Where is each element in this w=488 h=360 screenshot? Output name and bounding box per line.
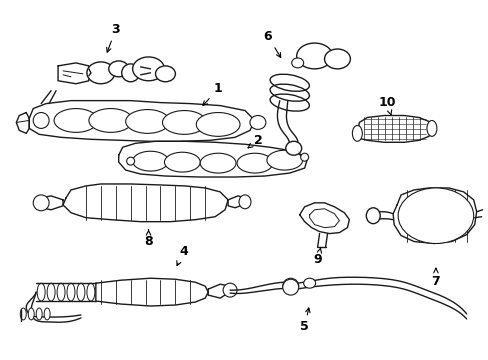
Ellipse shape: [239, 195, 250, 209]
Text: 3: 3: [106, 23, 120, 52]
Text: 1: 1: [203, 82, 222, 105]
Ellipse shape: [47, 283, 55, 301]
Ellipse shape: [282, 279, 298, 295]
Polygon shape: [96, 278, 208, 306]
Ellipse shape: [54, 109, 98, 132]
Ellipse shape: [249, 116, 265, 129]
Ellipse shape: [296, 43, 332, 69]
Ellipse shape: [266, 150, 302, 170]
Polygon shape: [16, 113, 29, 133]
Text: 9: 9: [313, 247, 321, 266]
Ellipse shape: [352, 125, 362, 141]
Ellipse shape: [155, 66, 175, 82]
Text: 2: 2: [247, 134, 262, 148]
Ellipse shape: [303, 278, 315, 288]
Ellipse shape: [132, 57, 164, 81]
Polygon shape: [29, 100, 254, 141]
Ellipse shape: [132, 151, 168, 171]
Ellipse shape: [33, 195, 49, 211]
Text: 6: 6: [263, 30, 280, 58]
Ellipse shape: [285, 141, 301, 155]
Text: 4: 4: [177, 245, 187, 266]
Ellipse shape: [286, 282, 294, 290]
Ellipse shape: [87, 62, 115, 84]
Ellipse shape: [126, 157, 134, 165]
Text: 8: 8: [144, 229, 153, 248]
Ellipse shape: [108, 61, 128, 77]
Ellipse shape: [162, 111, 206, 134]
Ellipse shape: [44, 308, 50, 320]
Text: 5: 5: [300, 308, 309, 333]
Ellipse shape: [125, 109, 169, 133]
Polygon shape: [357, 116, 431, 142]
Polygon shape: [41, 196, 63, 210]
Polygon shape: [58, 63, 89, 84]
Ellipse shape: [223, 283, 237, 297]
Ellipse shape: [324, 49, 350, 69]
Ellipse shape: [282, 278, 298, 294]
Ellipse shape: [33, 113, 49, 129]
Text: 7: 7: [430, 268, 439, 288]
Ellipse shape: [77, 283, 85, 301]
Ellipse shape: [57, 283, 65, 301]
Text: 10: 10: [378, 96, 395, 115]
Ellipse shape: [36, 308, 42, 320]
Polygon shape: [208, 284, 230, 298]
Polygon shape: [299, 203, 349, 234]
Ellipse shape: [237, 153, 272, 173]
Polygon shape: [309, 209, 339, 228]
Ellipse shape: [20, 308, 26, 320]
Ellipse shape: [164, 152, 200, 172]
Polygon shape: [392, 188, 476, 243]
Ellipse shape: [366, 208, 380, 224]
Ellipse shape: [37, 283, 45, 301]
Polygon shape: [227, 196, 244, 208]
Ellipse shape: [397, 188, 473, 243]
Ellipse shape: [28, 308, 34, 320]
Polygon shape: [119, 141, 307, 177]
Ellipse shape: [200, 153, 236, 173]
Ellipse shape: [67, 283, 75, 301]
Ellipse shape: [291, 58, 303, 68]
Polygon shape: [63, 184, 227, 222]
Ellipse shape: [87, 283, 95, 301]
Ellipse shape: [89, 109, 132, 132]
Ellipse shape: [300, 153, 308, 161]
Ellipse shape: [196, 113, 240, 136]
Ellipse shape: [426, 121, 436, 136]
Ellipse shape: [122, 64, 139, 82]
